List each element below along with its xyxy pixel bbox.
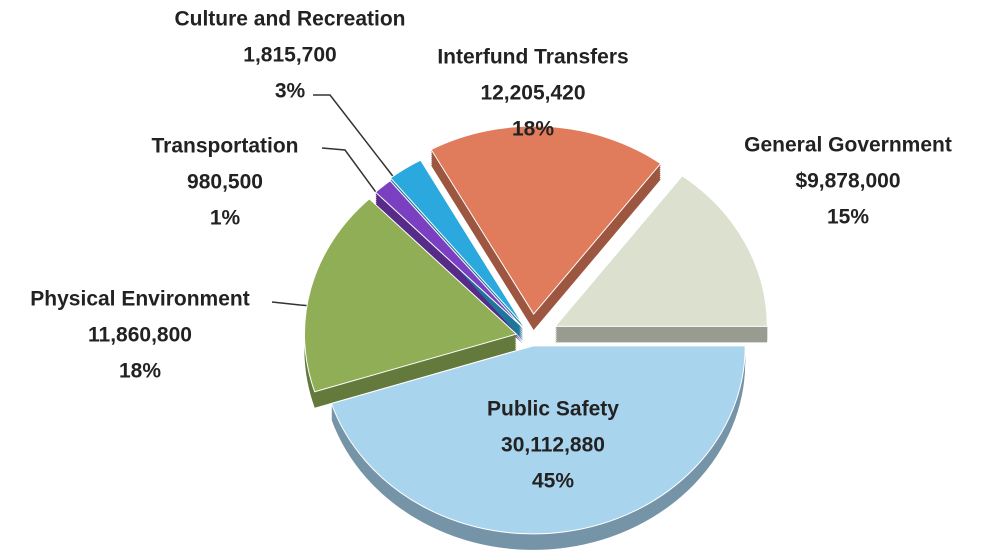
value-label: 30,112,880 bbox=[501, 434, 605, 457]
slice-label: Public Safety bbox=[487, 398, 619, 421]
leader-line bbox=[271, 301, 313, 307]
slice-label: Physical Environment bbox=[30, 288, 249, 311]
slice-label: Transportation bbox=[151, 135, 298, 158]
percent-label: 18% bbox=[512, 118, 554, 141]
value-label: 12,205,420 bbox=[480, 82, 585, 105]
percent-label: 45% bbox=[532, 470, 574, 493]
slice bbox=[304, 198, 518, 393]
percent-label: 3% bbox=[275, 80, 306, 103]
slice bbox=[554, 175, 768, 327]
pie bbox=[304, 125, 768, 550]
slice bbox=[330, 345, 746, 535]
slice-label: Culture and Recreation bbox=[174, 8, 405, 31]
value-label: 1,815,700 bbox=[243, 44, 336, 67]
leader-line bbox=[321, 147, 387, 207]
leader-line bbox=[313, 94, 403, 189]
slice bbox=[430, 125, 662, 315]
percent-label: 1% bbox=[210, 207, 241, 230]
value-label: $9,878,000 bbox=[795, 170, 900, 193]
value-label: 980,500 bbox=[187, 171, 263, 194]
slice bbox=[389, 159, 524, 326]
labels: Public Safety 30,112,880 45% Physical Envir… bbox=[30, 8, 952, 493]
percent-label: 15% bbox=[827, 206, 869, 229]
value-label: 11,860,800 bbox=[88, 324, 192, 347]
slice-label: General Government bbox=[744, 134, 952, 157]
slice bbox=[374, 180, 524, 328]
slice-label: Interfund Transfers bbox=[437, 46, 628, 69]
percent-label: 18% bbox=[119, 360, 161, 383]
